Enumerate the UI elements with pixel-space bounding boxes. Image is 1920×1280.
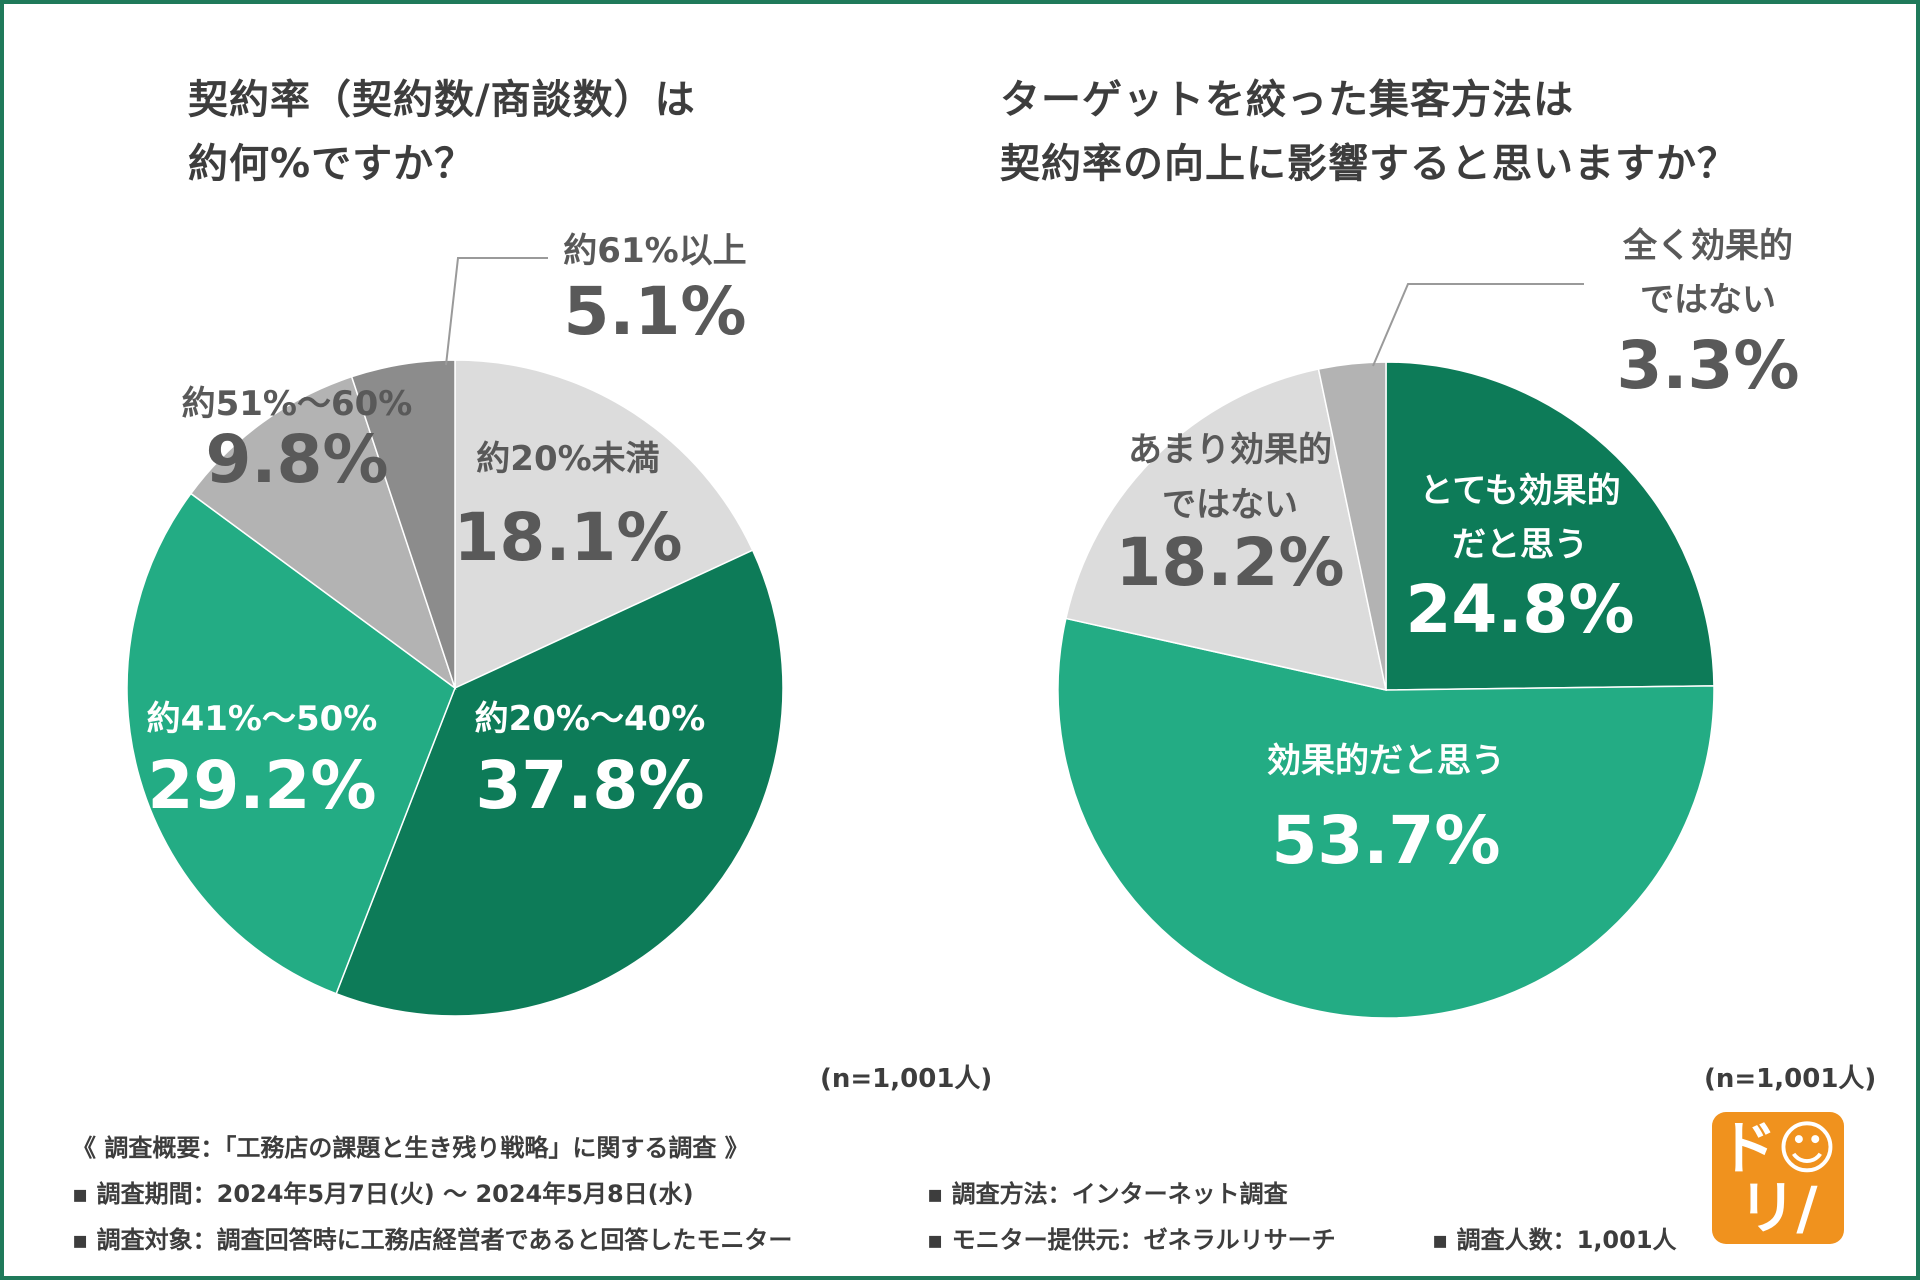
pie2-slice-3 [1065,368,1387,691]
brand-logo: ド☺ リ/ [1712,1112,1844,1244]
pie2-slice-1-label-1: とても効果的 [1419,471,1620,511]
chart1-sample-size: (n=1,001人) [820,1064,993,1094]
pie2-slice-1-label-2: だと思う [1452,525,1588,565]
survey-count: ▪ 調査人数：1,001人 [1432,1226,1677,1254]
pie2-slice-3-label-2: ではない [1162,485,1298,525]
pie2-slice-2-label-1: 効果的だと思う [1267,741,1505,781]
pie1-slice-1-value: 18.1% [454,499,683,576]
survey-method: ▪ 調査方法：インターネット調査 [927,1180,1288,1208]
pie2-slice-4-value: 3.3% [1616,327,1799,404]
pie1-slice-5 [350,359,456,689]
pie2-slice-2 [1057,617,1715,1019]
pie1-slice-1 [454,359,754,690]
pie2-slice-3-label-1: あまり効果的 [1128,430,1332,470]
pie1-slice-2 [335,549,784,1017]
pie2-leader-line-4 [1372,283,1584,367]
pie1-slice-3 [126,492,456,995]
survey-period: ▪ 調査期間：2024年5月7日(火) 〜 2024年5月8日(水) [72,1180,694,1208]
pie1-slice-2-value: 37.8% [476,747,705,824]
logo-line1: ド☺ [1718,1114,1838,1182]
pie1-slice-3-label-1: 約41%〜50% [147,699,378,739]
chart1-title-line2: 約何%ですか？ [188,141,476,187]
chart2-sample-size: (n=1,001人) [1704,1064,1877,1094]
chart2-title: ターゲットを絞った集客方法は 契約率の向上に影響すると思いますか？ [1000,68,1738,196]
pie1-slice-3-value: 29.2% [148,747,377,824]
pie1-slice-1-label-1: 約20%未満 [476,439,659,479]
pie1-slice-5-value: 5.1% [563,273,746,350]
logo-line2: リ/ [1738,1174,1818,1242]
pie1-slice-2-label-1: 約20%〜40% [475,699,706,739]
pie2-slice-4 [1317,361,1387,691]
survey-provider: ▪ モニター提供元：ゼネラルリサーチ [927,1226,1336,1254]
pie2-slice-2-value: 53.7% [1272,802,1501,879]
chart1-title-line1: 契約率（契約数/商談数）は [188,77,696,123]
targeting-effect-pie: とても効果的だと思う24.8%効果的だと思う53.7%あまり効果的ではない18.… [1057,226,1800,1019]
survey-target: ▪ 調査対象：調査回答時に工務店経営者であると回答したモニター [72,1226,793,1254]
contract-rate-pie: 約20%未満 18.1% 約20%〜40% 37.8% 約41%〜50% 29.2% 約51… [126,231,784,1017]
pie1-slice-4-label-1: 約51%〜60% [182,384,413,424]
pie2-slice-4-label-1: 全く効果的 [1622,226,1793,266]
pie2-slice-1 [1385,361,1715,691]
pie2-slice-4-label-2: ではない [1640,280,1776,320]
survey-heading: 《 調査概要：「工務店の課題と生き残り戦略」に関する調査 》 [72,1134,749,1162]
pie2-slice-1-value: 24.8% [1406,571,1635,648]
pie1-slice-4-value: 9.8% [205,421,388,498]
pie2-slice-3-value: 18.2% [1116,524,1345,601]
chart2-title-line2: 契約率の向上に影響すると思いますか？ [1000,141,1738,187]
pie1-slice-5-label-1: 約61%以上 [563,231,746,271]
chart2-title-line1: ターゲットを絞った集客方法は [1000,77,1574,123]
pie1-leader-line-5 [445,257,548,366]
pie1-slice-4 [189,375,457,691]
chart1-title: 契約率（契約数/商談数）は 約何%ですか？ [188,68,696,196]
